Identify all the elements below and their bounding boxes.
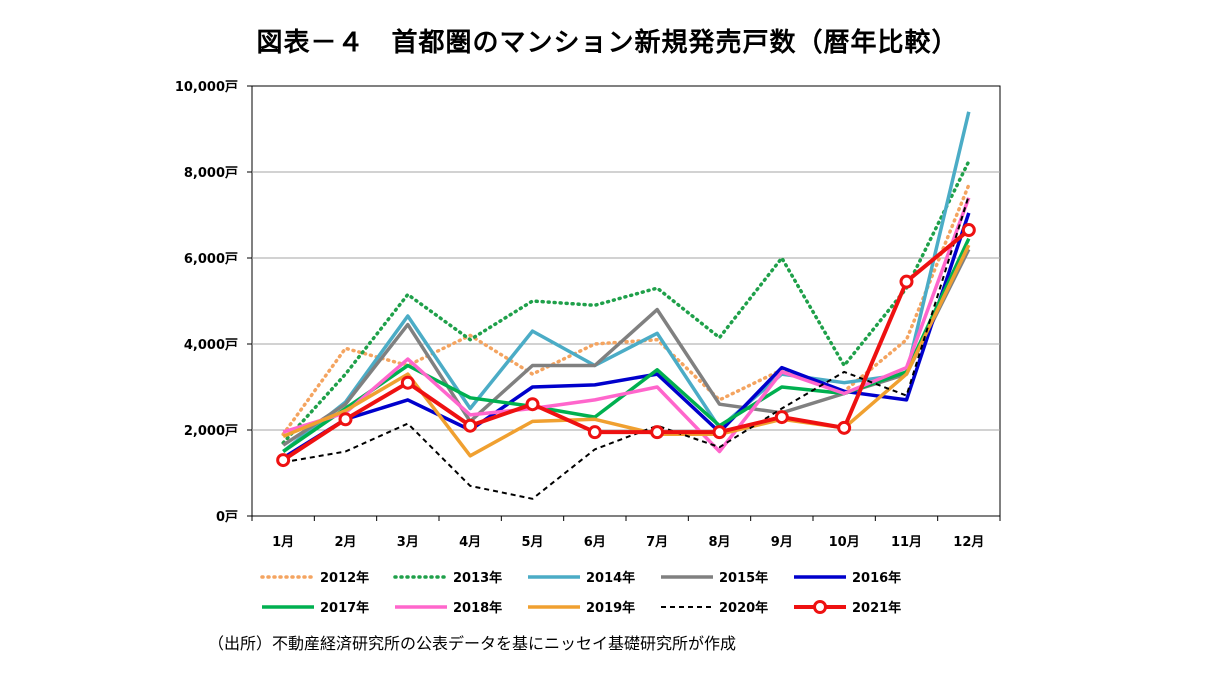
x-tick-label: 1月 [272, 535, 294, 550]
gridlines [252, 171, 1000, 431]
y-tick-label: 8,000戸 [184, 166, 238, 181]
legend-label: 2018年 [453, 600, 502, 616]
x-tick-label: 7月 [646, 535, 668, 550]
x-tick-label: 3月 [397, 535, 419, 550]
data-point-2021 [712, 425, 727, 440]
y-axis: 0戸 2,000戸 4,000戸 6,000戸 8,000戸 10,000戸 [175, 80, 252, 525]
chart-title: 図表－４ 首都圏のマンション新規発売戸数（暦年比較） [256, 28, 959, 58]
y-tick-label: 6,000戸 [184, 252, 238, 267]
y-tick-label: 10,000戸 [175, 80, 238, 95]
x-tick-label: 11月 [891, 535, 922, 550]
legend-label: 2020年 [719, 600, 768, 616]
series-line-2013 [281, 159, 971, 445]
data-point-2021 [650, 425, 665, 440]
x-tick-label: 10月 [829, 535, 860, 550]
x-tick-label: 5月 [521, 535, 543, 550]
legend-label: 2015年 [719, 570, 768, 586]
legend: 2012年 2013年 2014年 2015年 2016年 2017年 2018年 2019年… [260, 570, 901, 616]
source-note: （出所）不動産経済研究所の公表データを基にニッセイ基礎研究所が作成 [208, 634, 737, 653]
series-line-2019 [282, 244, 971, 458]
series-line-2014 [282, 111, 971, 453]
data-point-2021 [837, 420, 852, 435]
y-tick-label: 0戸 [216, 510, 238, 525]
x-tick-label: 2月 [334, 535, 356, 550]
data-point-2021 [400, 375, 415, 390]
series-line-2021 [282, 228, 971, 462]
series-line-2016 [282, 212, 971, 460]
series-lines [276, 111, 976, 500]
x-tick-label: 8月 [708, 535, 730, 550]
data-point-2021 [587, 425, 602, 440]
x-axis: 1月 2月 3月 4月 5月 6月 7月 8月 9月 10月 11月 12月 [251, 516, 1001, 550]
data-point-2021 [774, 410, 789, 425]
legend-label: 2016年 [852, 570, 901, 586]
series-line-2020 [283, 195, 970, 500]
data-point-2021 [961, 223, 976, 238]
legend-label: 2017年 [320, 600, 369, 616]
data-point-2021 [899, 274, 914, 289]
y-tick-label: 2,000戸 [184, 424, 238, 439]
x-tick-label: 12月 [953, 535, 984, 550]
series-line-2018 [282, 197, 971, 454]
x-tick-label: 9月 [771, 535, 793, 550]
legend-label: 2019年 [586, 600, 635, 616]
x-tick-label: 4月 [459, 535, 481, 550]
data-point-2021 [338, 412, 353, 427]
legend-label: 2014年 [586, 570, 635, 586]
legend-label: 2021年 [852, 600, 901, 616]
data-point-2021 [276, 453, 291, 468]
plot-area [251, 85, 1001, 517]
x-tick-label: 6月 [584, 535, 606, 550]
data-point-2021 [463, 418, 478, 433]
legend-label: 2012年 [320, 570, 369, 586]
legend-marker [813, 600, 827, 614]
legend-label: 2013年 [453, 570, 502, 586]
data-point-2021 [525, 397, 540, 412]
y-tick-label: 4,000戸 [184, 338, 238, 353]
